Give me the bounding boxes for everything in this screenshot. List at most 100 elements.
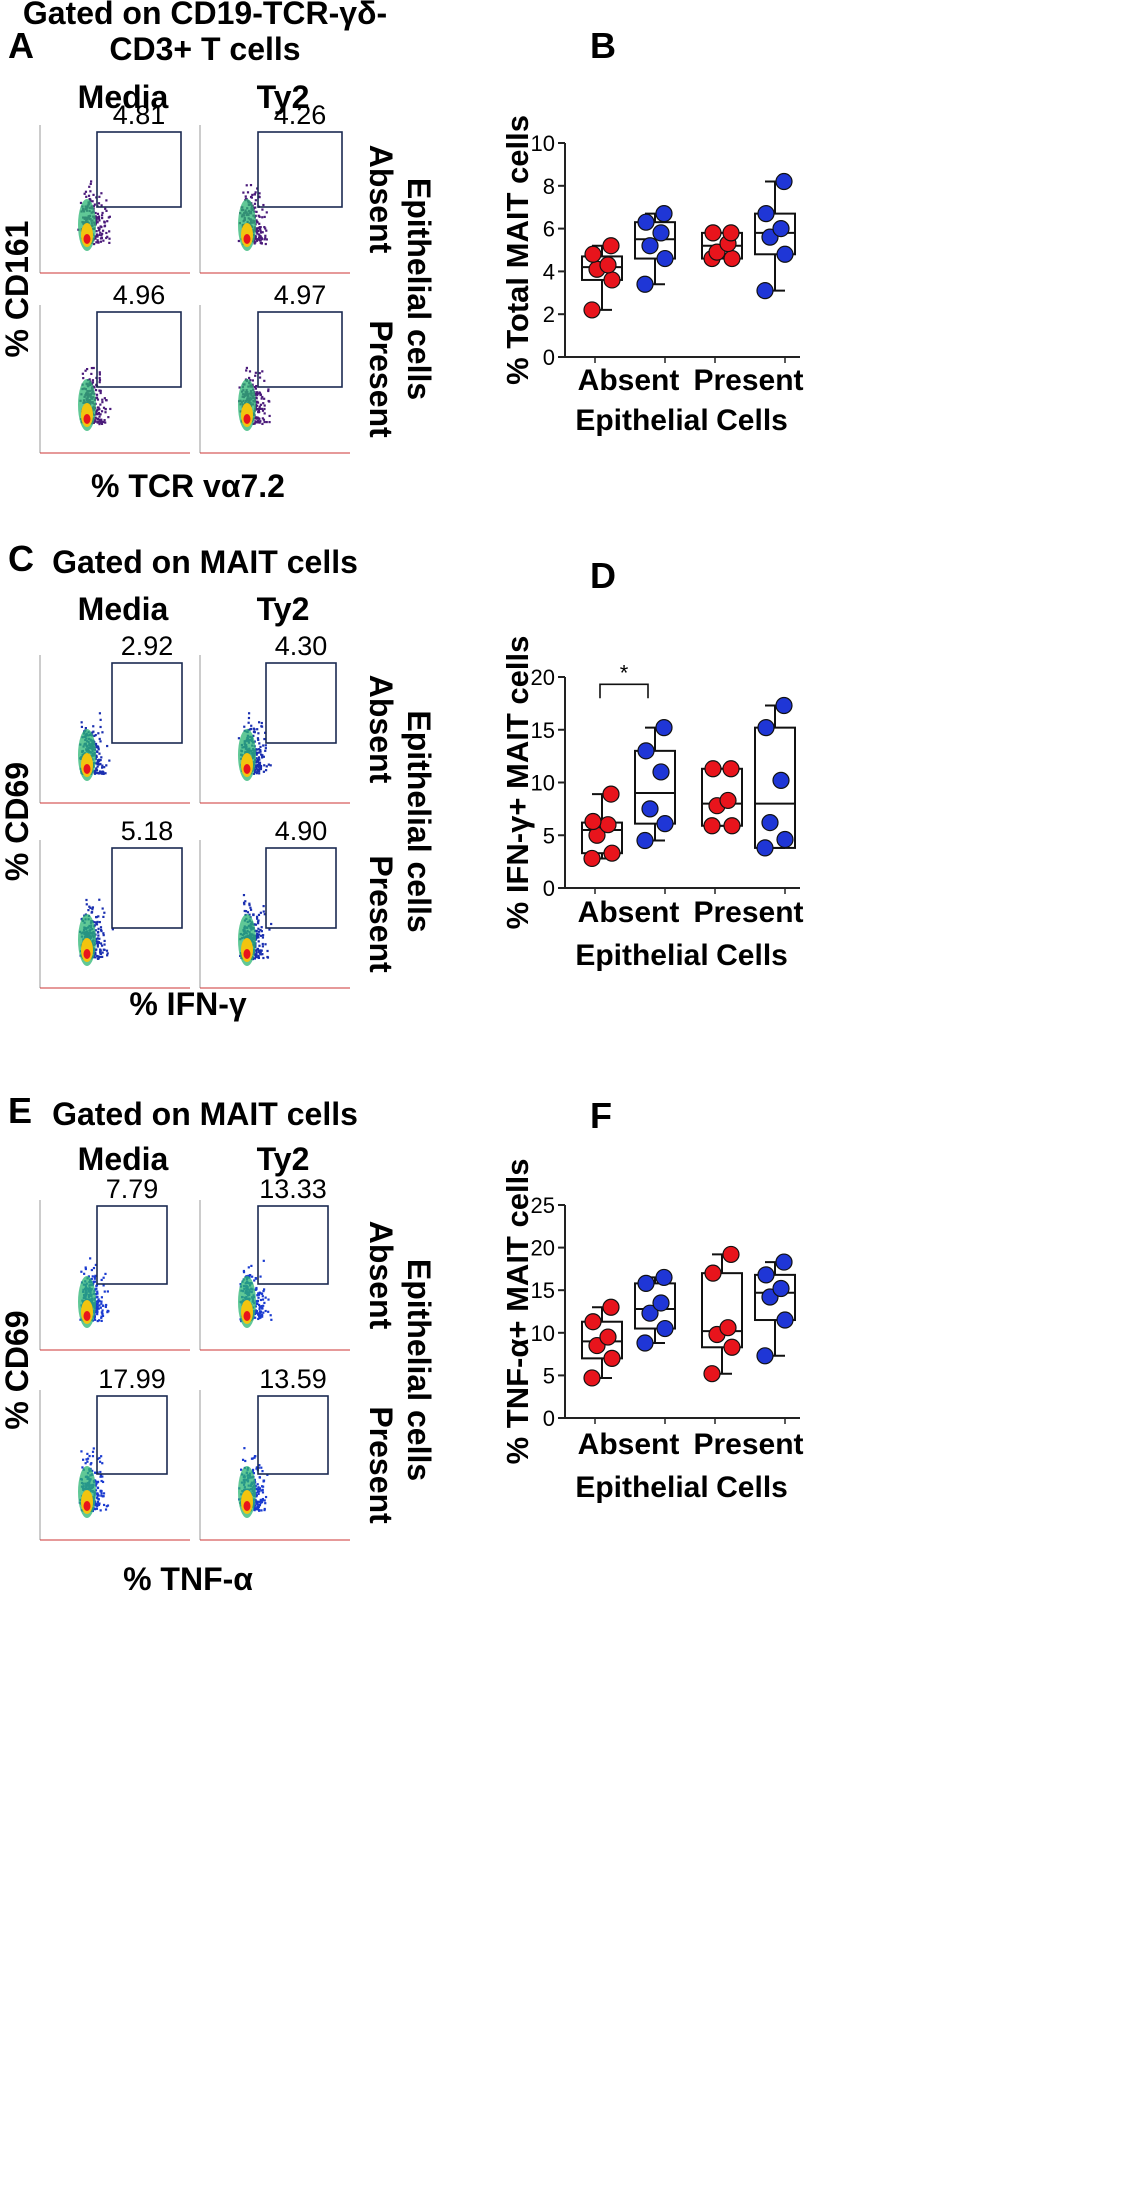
event-dot [257, 956, 261, 960]
event-dot [254, 396, 258, 399]
density-contour [243, 1501, 251, 1511]
event-dot [96, 1306, 99, 1309]
event-dot [99, 1475, 102, 1478]
event-dot [86, 1457, 90, 1460]
flow-plot: 4.30 [199, 631, 350, 804]
event-dot [259, 1499, 263, 1502]
event-dot [256, 407, 259, 411]
event-dot [100, 1455, 103, 1458]
event-dot [100, 929, 103, 933]
x-axis-label: Cells [716, 404, 788, 437]
event-dot [258, 392, 262, 395]
event-dot [96, 1486, 99, 1489]
event-dot [84, 369, 87, 372]
event-dot [256, 758, 259, 761]
event-dot [95, 915, 98, 919]
event-dot [97, 1300, 100, 1303]
event-dot [95, 241, 98, 244]
event-dot [90, 1277, 93, 1281]
density-contour [83, 764, 91, 774]
y-axis-label: % CD69 [0, 762, 35, 881]
event-dot [256, 420, 259, 424]
panel-label: E [8, 1090, 32, 1131]
category-label-present: Present [693, 896, 803, 929]
event-dot [106, 954, 109, 957]
event-dot [105, 209, 108, 212]
event-dot [255, 1286, 258, 1290]
event-dot [258, 192, 261, 195]
event-dot [92, 1447, 95, 1450]
event-dot [99, 942, 103, 945]
event-dot [98, 712, 102, 715]
event-dot [98, 373, 101, 376]
event-dot [260, 949, 263, 952]
panel-label: F [590, 1095, 612, 1136]
event-dot [97, 758, 101, 761]
data-point [722, 224, 740, 242]
event-dot [260, 1466, 263, 1469]
event-dot [257, 930, 261, 933]
event-dot [79, 201, 83, 205]
row-label-absent: Absent [363, 145, 399, 254]
event-dot [259, 1502, 262, 1505]
event-dot [257, 229, 260, 233]
event-dot [255, 392, 258, 395]
data-point [637, 213, 655, 231]
event-dot [256, 748, 259, 751]
flow-plot: 4.81 [39, 100, 190, 274]
event-dot [97, 215, 101, 218]
event-dot [104, 1305, 107, 1309]
event-dot [81, 372, 84, 375]
event-dot [249, 908, 253, 911]
event-dot [258, 1291, 261, 1294]
event-dot [257, 1303, 261, 1307]
event-dot [104, 408, 107, 411]
event-dot [260, 926, 263, 929]
event-dot [247, 712, 251, 715]
event-dot [80, 721, 83, 724]
event-dot [253, 1279, 256, 1282]
event-dot [261, 1491, 265, 1494]
event-dot [82, 377, 85, 380]
event-dot [267, 1298, 270, 1301]
event-dot [263, 1499, 266, 1502]
event-dot [261, 409, 265, 412]
event-dot [244, 195, 247, 198]
event-dot [269, 764, 272, 767]
event-dot [253, 1506, 256, 1510]
event-dot [104, 411, 107, 414]
event-dot [253, 771, 257, 774]
event-dot [258, 1306, 261, 1309]
event-dot [258, 944, 261, 947]
event-dot [250, 1264, 253, 1268]
event-dot [100, 1316, 103, 1319]
event-dot [96, 408, 99, 412]
event-dot [258, 1500, 261, 1503]
event-dot [261, 953, 264, 956]
event-dot [252, 913, 255, 916]
event-dot [262, 755, 265, 758]
event-dot [104, 421, 107, 424]
event-dot [258, 372, 261, 375]
data-point [722, 760, 740, 778]
event-dot [258, 421, 261, 424]
event-dot [259, 231, 263, 234]
event-dot [253, 768, 257, 772]
event-dot [103, 766, 106, 769]
data-point [583, 301, 601, 319]
event-dot [108, 241, 111, 245]
event-dot [98, 759, 101, 763]
event-dot [260, 753, 263, 756]
event-dot [95, 1287, 98, 1290]
event-dot [248, 370, 252, 373]
event-dot [90, 1268, 93, 1272]
event-dot [267, 763, 270, 766]
event-dot [99, 928, 103, 932]
box-panel-D: D 0 5 10 15 20% IFN-γ+ MAIT cells Absent Presen… [500, 555, 804, 972]
event-dot [105, 949, 109, 952]
event-dot [99, 950, 102, 953]
event-dot [99, 231, 102, 234]
event-dot [100, 192, 103, 195]
event-dot [106, 952, 109, 955]
event-dot [94, 956, 97, 959]
